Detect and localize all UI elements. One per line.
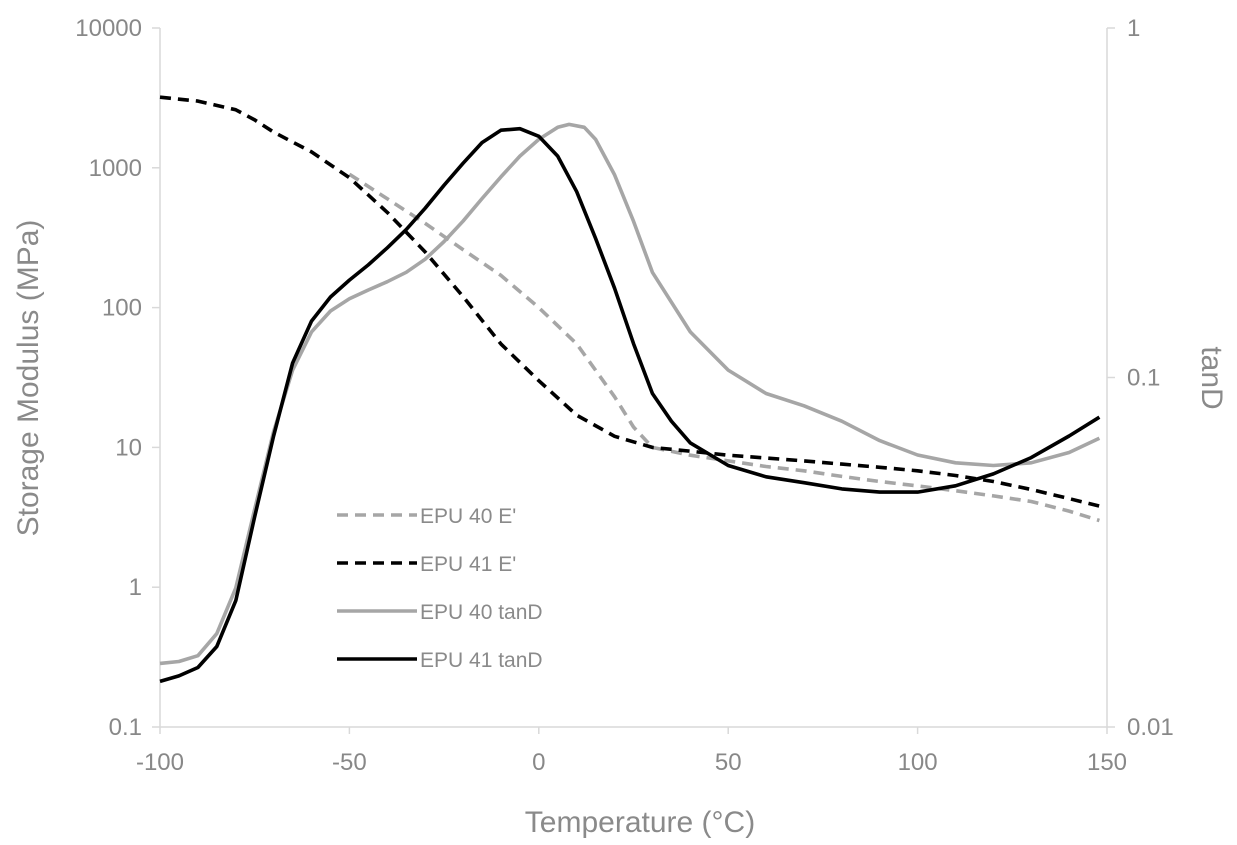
- y-right-tick-label: 1: [1127, 15, 1140, 42]
- x-tick-label: -50: [332, 749, 367, 776]
- legend-label-1: EPU 40 E': [420, 505, 516, 528]
- legend-label-3: EPU 40 tanD: [420, 601, 543, 624]
- legend-label-2: EPU 41 E': [420, 553, 516, 576]
- series-line-1: [348, 172, 1100, 523]
- x-tick-label: -100: [136, 749, 184, 776]
- y-left-tick-label: 1000: [89, 155, 142, 182]
- y-left-tick-label: 10000: [75, 15, 142, 42]
- x-tick-label: 150: [1087, 749, 1127, 776]
- y-left-tick-label: 1: [129, 574, 142, 601]
- y-left-tick-label: 100: [102, 295, 142, 322]
- x-tick-label: 50: [715, 749, 742, 776]
- series-line-3: [159, 122, 1101, 666]
- y-left-tick-label: 10: [115, 434, 142, 461]
- series-line-4: [159, 126, 1101, 684]
- series-line-2: [159, 95, 1100, 508]
- x-axis-title: Temperature (°C): [525, 806, 755, 839]
- x-tick-label: 0: [532, 749, 545, 776]
- axes-layer: -100 -50 0 50 100 150 0.1 1 10 100 1000 10000 0.01 0.…: [75, 15, 1173, 776]
- x-tick-label: 100: [898, 749, 938, 776]
- y-right-tick-label: 0.01: [1127, 714, 1174, 741]
- legend-label-4: EPU 41 tanD: [420, 649, 543, 672]
- y-axis-left-title: Storage Modulus (MPa): [12, 220, 45, 537]
- series-layer: [159, 95, 1101, 684]
- y-axis-right-title: tanD: [1195, 346, 1228, 409]
- legend: EPU 40 E' EPU 41 E' EPU 40 tanD EPU 41 tanD: [337, 505, 543, 672]
- y-right-tick-label: 0.1: [1127, 365, 1160, 392]
- y-left-tick-label: 0.1: [109, 714, 142, 741]
